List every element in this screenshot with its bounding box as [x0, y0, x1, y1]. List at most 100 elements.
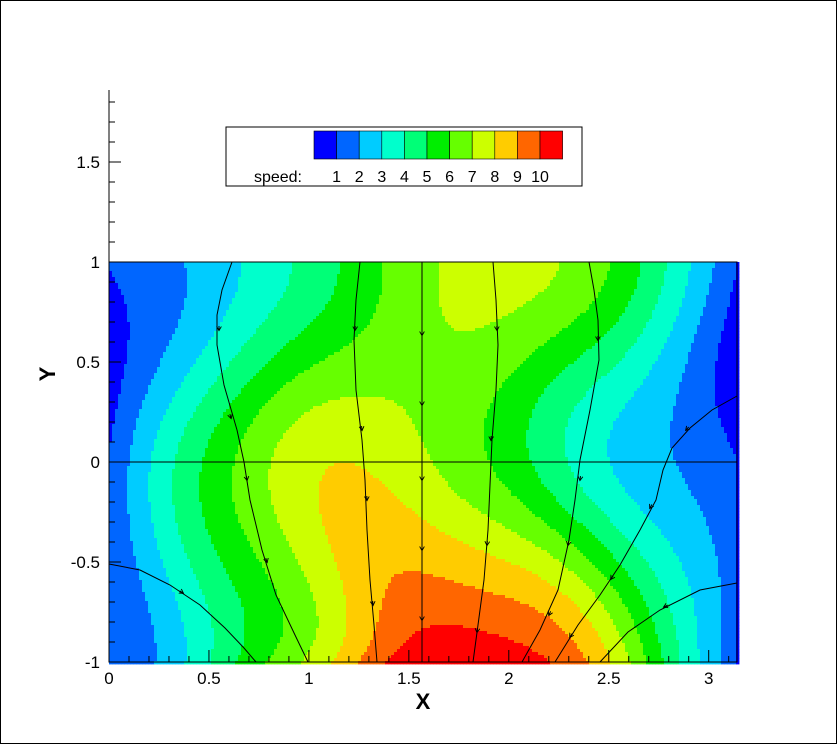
contour-cell — [193, 316, 196, 319]
contour-cell — [700, 292, 703, 295]
contour-cell — [460, 301, 463, 304]
contour-cell — [454, 262, 457, 265]
contour-cell — [136, 331, 139, 334]
contour-cell — [157, 304, 160, 307]
contour-cell — [646, 268, 649, 271]
contour-cell — [331, 286, 334, 289]
contour-cell — [394, 298, 397, 301]
contour-cell — [331, 310, 334, 313]
contour-cell — [463, 274, 466, 277]
contour-cell — [370, 277, 373, 280]
contour-cell — [334, 277, 337, 280]
contour-cell — [547, 280, 550, 283]
contour-cell — [667, 283, 670, 286]
contour-cell — [208, 286, 211, 289]
contour-cell — [676, 328, 679, 331]
contour-cell — [175, 280, 178, 283]
contour-cell — [433, 292, 436, 295]
contour-cell — [526, 322, 529, 325]
contour-cell — [700, 325, 703, 328]
contour-cell — [265, 262, 268, 265]
contour-cell — [412, 292, 415, 295]
contour-cell — [283, 295, 286, 298]
contour-cell — [697, 280, 700, 283]
contour-cell — [442, 316, 445, 319]
contour-cell — [301, 322, 304, 325]
contour-cell — [301, 286, 304, 289]
contour-cell — [436, 304, 439, 307]
contour-cell — [655, 289, 658, 292]
contour-cell — [496, 265, 499, 268]
contour-cell — [700, 304, 703, 307]
contour-cell — [511, 319, 514, 322]
contour-cell — [418, 316, 421, 319]
contour-cell — [241, 313, 244, 316]
contour-cell — [634, 289, 637, 292]
contour-cell — [550, 328, 553, 331]
contour-cell — [508, 304, 511, 307]
contour-cell — [379, 331, 382, 334]
contour-cell — [238, 292, 241, 295]
contour-cell — [337, 313, 340, 316]
contour-cell — [211, 322, 214, 325]
contour-cell — [562, 292, 565, 295]
contour-cell — [355, 271, 358, 274]
contour-cell — [466, 307, 469, 310]
contour-cell — [634, 301, 637, 304]
contour-cell — [148, 328, 151, 331]
contour-cell — [331, 319, 334, 322]
contour-cell — [313, 280, 316, 283]
contour-cell — [415, 322, 418, 325]
contour-cell — [400, 286, 403, 289]
contour-cell — [337, 277, 340, 280]
contour-cell — [169, 280, 172, 283]
contour-cell — [157, 313, 160, 316]
contour-cell — [505, 271, 508, 274]
contour-cell — [211, 289, 214, 292]
contour-cell — [484, 283, 487, 286]
contour-cell — [619, 301, 622, 304]
contour-cell — [724, 322, 727, 325]
contour-cell — [514, 268, 517, 271]
contour-cell — [628, 301, 631, 304]
contour-cell — [358, 331, 361, 334]
contour-cell — [145, 277, 148, 280]
contour-cell — [712, 298, 715, 301]
contour-cell — [169, 295, 172, 298]
contour-cell — [310, 322, 313, 325]
contour-cell — [379, 289, 382, 292]
contour-cell — [202, 274, 205, 277]
contour-cell — [535, 310, 538, 313]
contour-cell — [325, 322, 328, 325]
contour-cell — [373, 262, 376, 265]
contour-cell — [175, 319, 178, 322]
contour-cell — [208, 292, 211, 295]
contour-cell — [586, 325, 589, 328]
contour-cell — [478, 292, 481, 295]
contour-cell — [709, 304, 712, 307]
contour-cell — [124, 313, 127, 316]
contour-cell — [439, 322, 442, 325]
contour-cell — [388, 298, 391, 301]
contour-cell — [577, 271, 580, 274]
contour-cell — [229, 319, 232, 322]
contour-cell — [193, 307, 196, 310]
contour-cell — [661, 310, 664, 313]
contour-cell — [661, 283, 664, 286]
contour-cell — [280, 295, 283, 298]
contour-cell — [253, 310, 256, 313]
contour-cell — [610, 292, 613, 295]
contour-cell — [307, 310, 310, 313]
contour-cell — [517, 283, 520, 286]
contour-cell — [175, 265, 178, 268]
contour-cell — [577, 301, 580, 304]
contour-cell — [265, 325, 268, 328]
contour-cell — [568, 328, 571, 331]
contour-cell — [628, 265, 631, 268]
contour-cell — [511, 310, 514, 313]
contour-cell — [136, 286, 139, 289]
contour-cell — [238, 328, 241, 331]
contour-cell — [298, 286, 301, 289]
contour-cell — [178, 322, 181, 325]
contour-cell — [577, 316, 580, 319]
